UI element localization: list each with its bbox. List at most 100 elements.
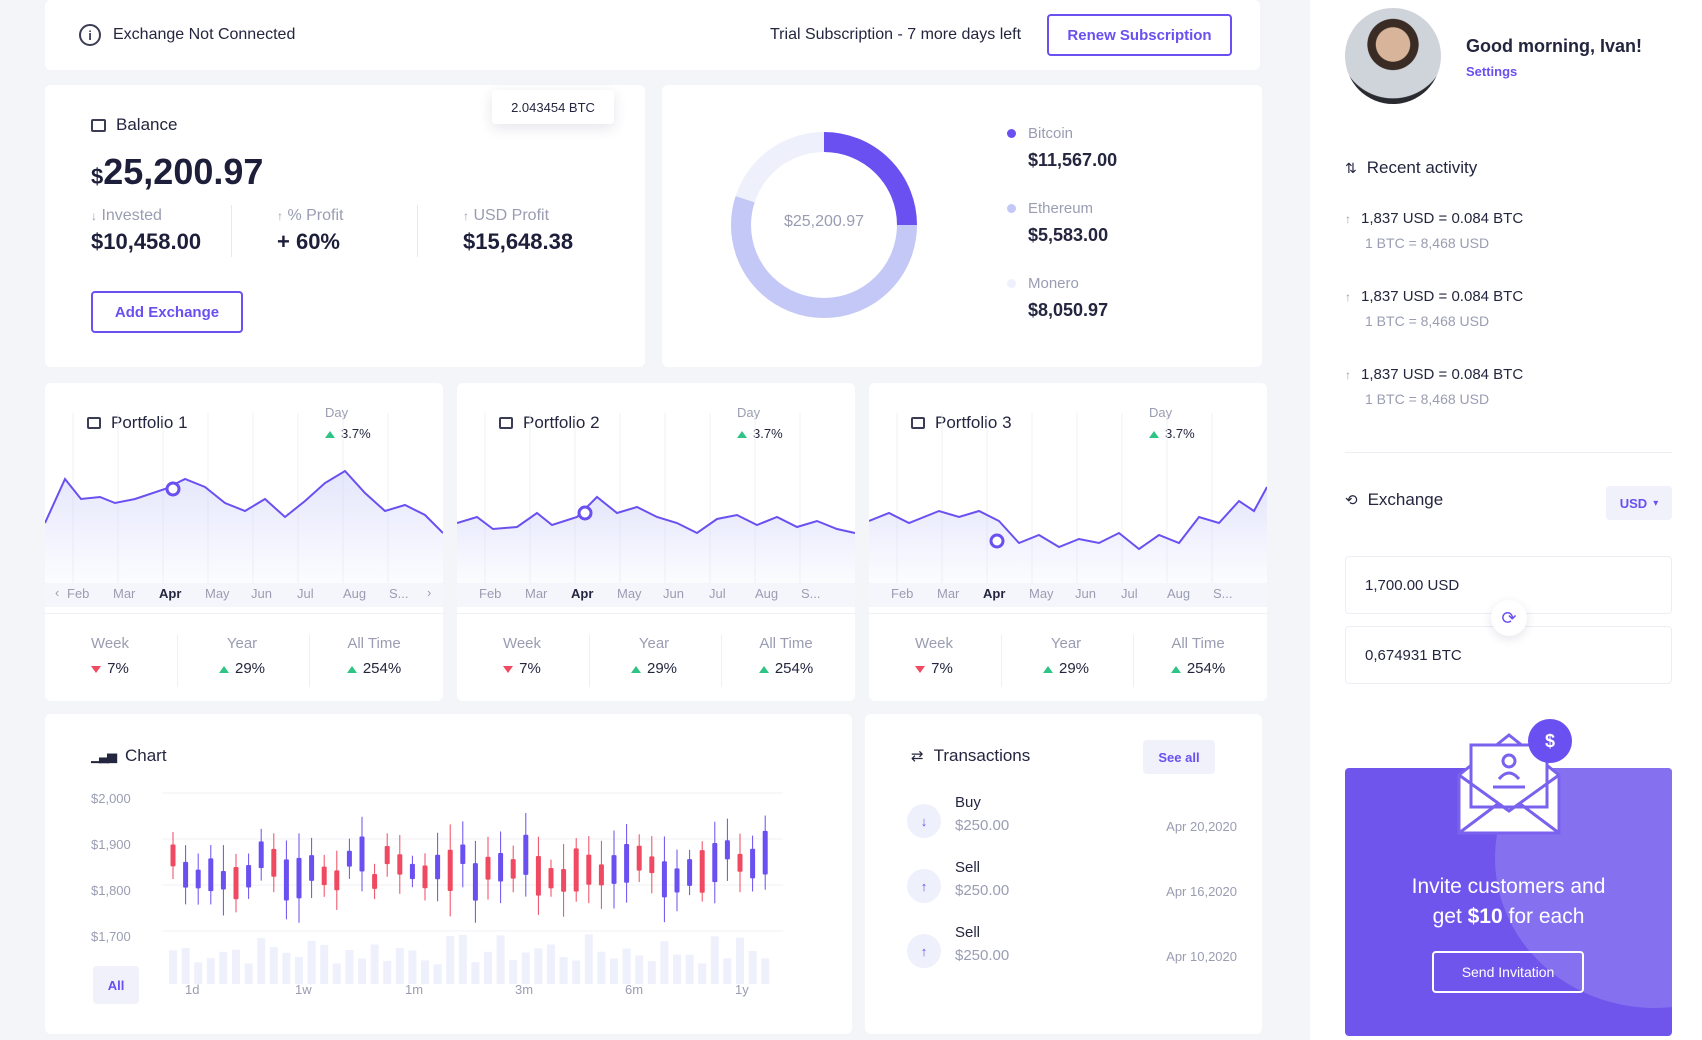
month-label[interactable]: Jun xyxy=(663,586,684,601)
candle-body[interactable] xyxy=(359,836,365,872)
activity-item[interactable]: ↑ 1,837 USD = 0.084 BTC 1 BTC = 8,468 US… xyxy=(1345,210,1665,251)
candle-body[interactable] xyxy=(737,853,743,872)
candle-body[interactable] xyxy=(283,859,289,901)
candle-body[interactable] xyxy=(699,850,705,893)
month-label[interactable]: Feb xyxy=(891,586,914,601)
activity-item[interactable]: ↑ 1,837 USD = 0.084 BTC 1 BTC = 8,468 US… xyxy=(1345,366,1665,407)
candle-body[interactable] xyxy=(422,865,428,889)
settings-link[interactable]: Settings xyxy=(1466,64,1518,79)
month-label[interactable]: Feb xyxy=(67,586,90,601)
month-label[interactable]: Jun xyxy=(251,586,272,601)
candle-body[interactable] xyxy=(523,834,529,875)
month-label[interactable]: Aug xyxy=(1167,586,1191,601)
candle-body[interactable] xyxy=(649,856,655,874)
month-label[interactable]: Aug xyxy=(343,586,367,601)
month-label[interactable]: Apr xyxy=(159,586,182,601)
candle-body[interactable] xyxy=(435,854,441,880)
candle-body[interactable] xyxy=(598,864,604,886)
month-label[interactable]: Mar xyxy=(525,586,548,601)
candle-body[interactable] xyxy=(624,844,630,883)
candle-body[interactable] xyxy=(220,871,226,890)
range-button[interactable]: 1d xyxy=(185,982,200,997)
month-label[interactable]: S... xyxy=(801,586,821,601)
month-label[interactable]: May xyxy=(1029,586,1054,601)
month-label[interactable]: Mar xyxy=(937,586,960,601)
candle-body[interactable] xyxy=(611,855,617,884)
candle-body[interactable] xyxy=(258,841,264,869)
candle-body[interactable] xyxy=(636,845,642,871)
range-button[interactable]: 1m xyxy=(405,982,424,997)
portfolio-marker[interactable] xyxy=(165,481,181,497)
candle-body[interactable] xyxy=(246,864,252,888)
month-label[interactable]: Jul xyxy=(1121,586,1138,601)
month-label[interactable]: Apr xyxy=(983,586,1006,601)
range-all-button[interactable]: All xyxy=(93,966,139,1004)
month-label[interactable]: Jul xyxy=(297,586,314,601)
candle-body[interactable] xyxy=(498,853,504,882)
month-label[interactable]: S... xyxy=(1213,586,1233,601)
candle-body[interactable] xyxy=(372,874,378,889)
activity-sub: 1 BTC = 8,468 USD xyxy=(1365,313,1490,329)
candle-body[interactable] xyxy=(485,856,491,880)
portfolio-day-label: Day xyxy=(737,405,761,420)
candle-body[interactable] xyxy=(183,861,189,888)
month-label[interactable]: Apr xyxy=(571,586,594,601)
month-label[interactable]: May xyxy=(205,586,230,601)
candle-body[interactable] xyxy=(397,854,403,875)
candle-body[interactable] xyxy=(447,849,453,892)
candle-body[interactable] xyxy=(321,866,327,886)
portfolio-marker[interactable] xyxy=(577,505,593,521)
chevron-right-icon[interactable]: › xyxy=(427,585,432,600)
renew-subscription-button[interactable]: Renew Subscription xyxy=(1047,14,1232,56)
currency-select[interactable]: USD ▾ xyxy=(1606,486,1672,520)
candle-body[interactable] xyxy=(170,844,176,867)
month-label[interactable]: Aug xyxy=(755,586,779,601)
transaction-row[interactable]: ↑ Sell $250.00 Apr 10,2020 xyxy=(907,922,1237,982)
candle-body[interactable] xyxy=(334,870,340,891)
avatar[interactable] xyxy=(1345,8,1441,104)
candle-body[interactable] xyxy=(409,863,415,880)
send-invitation-button[interactable]: Send Invitation xyxy=(1432,951,1584,993)
candle-body[interactable] xyxy=(384,845,390,865)
month-label[interactable]: Jun xyxy=(1075,586,1096,601)
range-button[interactable]: 6m xyxy=(625,982,644,997)
candle-body[interactable] xyxy=(346,850,352,867)
candle-body[interactable] xyxy=(460,844,466,865)
candle-body[interactable] xyxy=(687,859,693,886)
candle-body[interactable] xyxy=(309,855,315,881)
portfolio-marker[interactable] xyxy=(989,533,1005,549)
candle-body[interactable] xyxy=(548,867,554,889)
candle-body[interactable] xyxy=(724,840,730,860)
candle-body[interactable] xyxy=(296,857,302,899)
swap-currency-button[interactable]: ⟳ xyxy=(1491,600,1527,636)
range-button[interactable]: 1w xyxy=(295,982,312,997)
see-all-button[interactable]: See all xyxy=(1143,740,1215,774)
candle-body[interactable] xyxy=(750,848,756,879)
month-label[interactable]: May xyxy=(617,586,642,601)
candle-body[interactable] xyxy=(586,854,592,885)
candle-body[interactable] xyxy=(674,868,680,893)
range-button[interactable]: 3m xyxy=(515,982,534,997)
candle-body[interactable] xyxy=(233,867,239,900)
candle-body[interactable] xyxy=(712,843,718,883)
candle-body[interactable] xyxy=(472,863,478,901)
transaction-row[interactable]: ↓ Buy $250.00 Apr 20,2020 xyxy=(907,792,1237,852)
range-button[interactable]: 1y xyxy=(735,982,749,997)
candle-body[interactable] xyxy=(661,861,667,898)
month-label[interactable]: S... xyxy=(389,586,409,601)
add-exchange-button[interactable]: Add Exchange xyxy=(91,291,243,333)
candle-body[interactable] xyxy=(573,848,579,892)
candle-body[interactable] xyxy=(535,855,541,896)
candle-body[interactable] xyxy=(208,858,214,892)
chevron-left-icon[interactable]: ‹ xyxy=(55,585,60,600)
month-label[interactable]: Mar xyxy=(113,586,136,601)
candle-body[interactable] xyxy=(195,869,201,889)
candle-body[interactable] xyxy=(271,848,277,877)
candle-body[interactable] xyxy=(561,869,567,892)
activity-item[interactable]: ↑ 1,837 USD = 0.084 BTC 1 BTC = 8,468 US… xyxy=(1345,288,1665,329)
candle-body[interactable] xyxy=(762,830,768,875)
candle-body[interactable] xyxy=(510,859,516,879)
transaction-row[interactable]: ↑ Sell $250.00 Apr 16,2020 xyxy=(907,857,1237,917)
month-label[interactable]: Jul xyxy=(709,586,726,601)
month-label[interactable]: Feb xyxy=(479,586,502,601)
